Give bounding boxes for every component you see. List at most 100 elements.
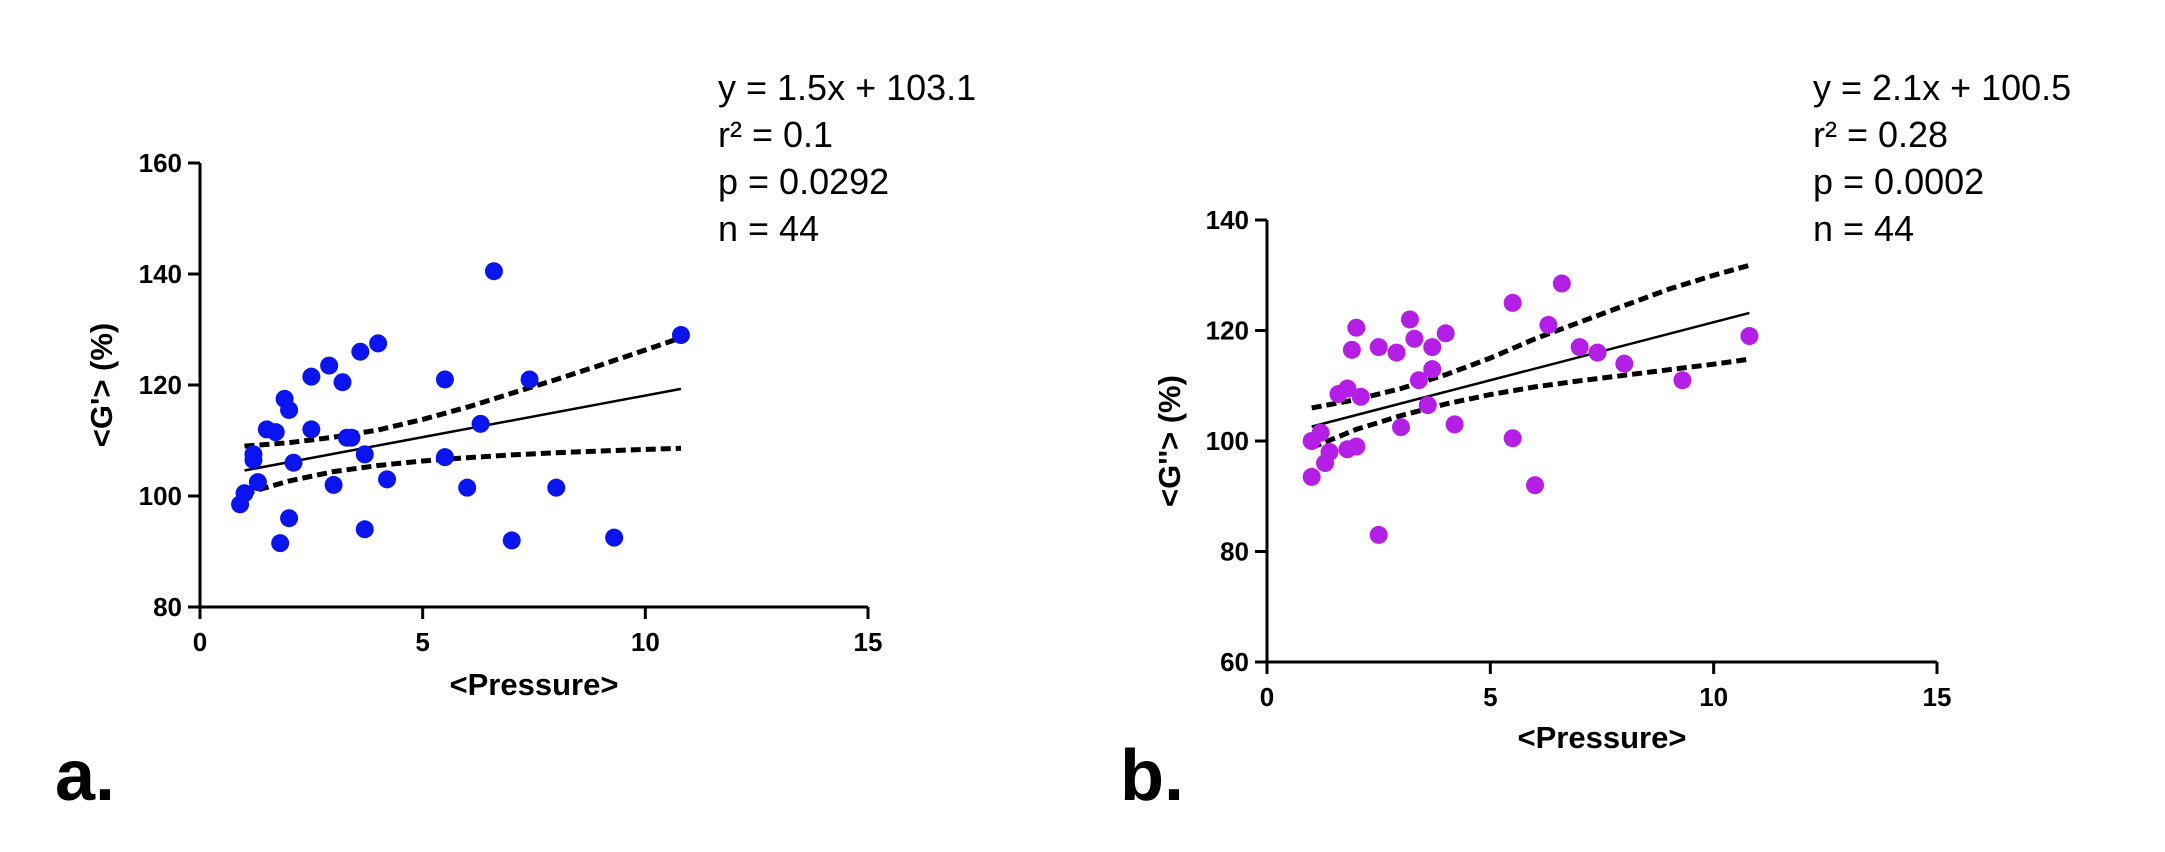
- regression-line: [1311, 311, 1750, 428]
- y-tick-label: 160: [139, 148, 182, 178]
- stat-annotation: n = 44: [718, 208, 819, 249]
- stat-annotation: y = 1.5x + 103.1: [718, 67, 976, 108]
- y-tick-label: 140: [1206, 205, 1249, 235]
- y-tick-label: 100: [139, 481, 182, 511]
- data-point: [1503, 429, 1522, 448]
- data-point: [266, 423, 285, 442]
- data-point: [502, 531, 521, 550]
- data-point: [320, 356, 339, 375]
- data-point: [1347, 318, 1366, 337]
- data-point: [378, 470, 397, 489]
- data-point: [235, 484, 254, 503]
- confidence-band-lower: [243, 445, 682, 497]
- stat-annotation: p = 0.0292: [718, 161, 889, 202]
- data-point: [1526, 476, 1544, 495]
- data-point: [280, 509, 299, 528]
- data-point: [1369, 525, 1388, 544]
- chart-panel-b: 0 5 10 15 60 80 100 120 140 <Pressure> <G''> (%) y …: [1120, 67, 2071, 816]
- stat-annotation: r² = 0.1: [718, 114, 833, 155]
- x-tick-label: 5: [415, 627, 429, 657]
- x-tick-label: 15: [1923, 682, 1952, 712]
- data-point: [1405, 329, 1424, 348]
- data-point: [1423, 338, 1442, 357]
- data-point: [1552, 274, 1571, 293]
- data-point: [355, 520, 374, 539]
- y-tick-label: 140: [139, 259, 182, 289]
- data-point: [1387, 343, 1406, 362]
- panel-label: a.: [55, 736, 115, 816]
- x-tick-label: 10: [1699, 682, 1728, 712]
- data-point: [271, 534, 290, 553]
- data-point: [333, 373, 352, 392]
- data-point: [302, 367, 321, 386]
- data-point: [1311, 423, 1330, 442]
- data-point: [1392, 418, 1410, 437]
- data-point: [471, 414, 490, 433]
- data-point: [1302, 467, 1321, 486]
- data-point: [435, 448, 454, 467]
- stat-annotation: n = 44: [1813, 208, 1914, 249]
- y-axis-title: <G''> (%): [1152, 375, 1187, 507]
- data-point: [435, 370, 454, 389]
- y-tick-label: 80: [1220, 537, 1249, 567]
- panel-label: b.: [1120, 736, 1184, 816]
- x-tick-label: 15: [854, 627, 883, 657]
- confidence-band-upper: [244, 335, 682, 449]
- data-point: [1436, 324, 1455, 343]
- data-point: [280, 400, 299, 419]
- x-tick-label: 5: [1483, 682, 1497, 712]
- data-point: [1351, 387, 1370, 406]
- data-point: [248, 473, 267, 492]
- data-point: [1673, 371, 1692, 390]
- x-axis-title: <Pressure>: [450, 667, 619, 702]
- data-point: [244, 445, 263, 464]
- data-point: [484, 262, 503, 281]
- data-point: [284, 453, 303, 472]
- y-tick-label: 120: [139, 370, 182, 400]
- confidence-band-upper: [1311, 262, 1751, 411]
- data-point: [1539, 315, 1558, 334]
- y-tick-label: 100: [1206, 426, 1249, 456]
- data-point: [1588, 343, 1607, 362]
- data-point: [1342, 340, 1361, 359]
- x-axis-title: <Pressure>: [1518, 720, 1687, 755]
- data-point: [355, 445, 374, 464]
- data-point: [1347, 437, 1366, 456]
- data-point: [302, 420, 321, 439]
- y-tick-label: 80: [153, 592, 182, 622]
- data-point: [1369, 338, 1388, 357]
- y-tick-label: 60: [1220, 647, 1249, 677]
- y-axis-title: <G'> (%): [84, 323, 119, 448]
- data-point: [1503, 293, 1522, 312]
- x-tick-label: 0: [1260, 682, 1274, 712]
- data-point: [351, 342, 370, 361]
- data-point: [458, 478, 477, 497]
- data-point: [324, 475, 343, 494]
- stat-annotation: y = 2.1x + 100.5: [1813, 67, 2071, 108]
- data-point: [1570, 338, 1589, 357]
- data-point: [342, 428, 361, 447]
- x-tick-label: 10: [631, 627, 660, 657]
- data-point: [1418, 396, 1437, 415]
- chart-panel-a: 0 5 10 15 80 100 120 140 160 <Pressure> <G'> (%) y …: [55, 67, 976, 816]
- data-point: [1400, 310, 1419, 329]
- data-point: [605, 528, 624, 547]
- data-point: [369, 334, 388, 353]
- stat-annotation: r² = 0.28: [1813, 114, 1948, 155]
- stat-annotation: p = 0.0002: [1813, 161, 1984, 202]
- data-point: [520, 370, 539, 389]
- data-point: [1320, 443, 1339, 462]
- x-tick-label: 0: [193, 627, 207, 657]
- data-point: [1409, 371, 1428, 390]
- data-point: [1423, 360, 1442, 379]
- data-point: [547, 478, 566, 497]
- confidence-band-lower: [1310, 356, 1750, 450]
- regression-line: [244, 387, 682, 472]
- data-point: [671, 326, 690, 345]
- data-point: [1740, 327, 1759, 346]
- data-point: [1615, 354, 1634, 373]
- data-point: [1338, 379, 1357, 398]
- y-tick-label: 120: [1206, 316, 1249, 346]
- data-point: [1445, 415, 1464, 434]
